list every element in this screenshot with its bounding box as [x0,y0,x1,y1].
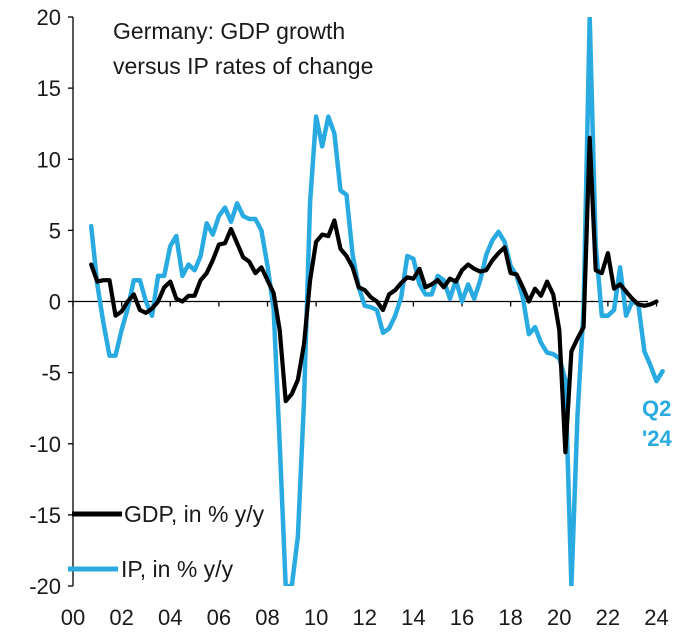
chart-title-line-1: Germany: GDP growth [113,18,345,44]
x-tick-label: 04 [158,605,182,630]
x-tick-label: 10 [304,605,328,630]
x-axis: 00 02 04 06 08 10 12 14 16 18 20 22 24 [61,300,669,630]
x-tick-label: 14 [401,605,425,630]
y-tick-label: -15 [29,503,61,528]
x-tick-label: 22 [596,605,620,630]
y-tick-label: -10 [29,432,61,457]
x-tick-label: 24 [644,605,668,630]
y-tick-label: 5 [49,218,61,243]
x-tick-label: 18 [498,605,522,630]
annotation-year: '24 [642,426,672,451]
x-tick-label: 12 [353,605,377,630]
chart-title-line-2: versus IP rates of change [113,53,373,79]
series-lines [88,17,665,586]
x-tick-label: 00 [61,605,85,630]
annotation-q2: Q2 [642,396,671,421]
y-tick-label: -20 [29,574,61,599]
x-tick-label: 20 [547,605,571,630]
x-tick-label: 16 [450,605,474,630]
legend: GDP, in % y/y IP, in % y/y [68,501,265,582]
y-tick-label: 20 [37,5,61,30]
y-tick-label: 0 [49,290,61,315]
legend-label-ip: IP, in % y/y [121,556,234,582]
x-tick-label: 06 [207,605,231,630]
legend-label-gdp: GDP, in % y/y [124,501,265,527]
y-tick-label: 10 [37,147,61,172]
y-tick-label: -5 [41,361,61,386]
y-tick-label: 15 [37,76,61,101]
x-tick-label: 02 [109,605,133,630]
series-line-gdp [89,135,659,455]
x-tick-label: 08 [255,605,279,630]
y-axis: 20 15 10 5 0 -5 -10 -15 -20 [29,5,74,599]
